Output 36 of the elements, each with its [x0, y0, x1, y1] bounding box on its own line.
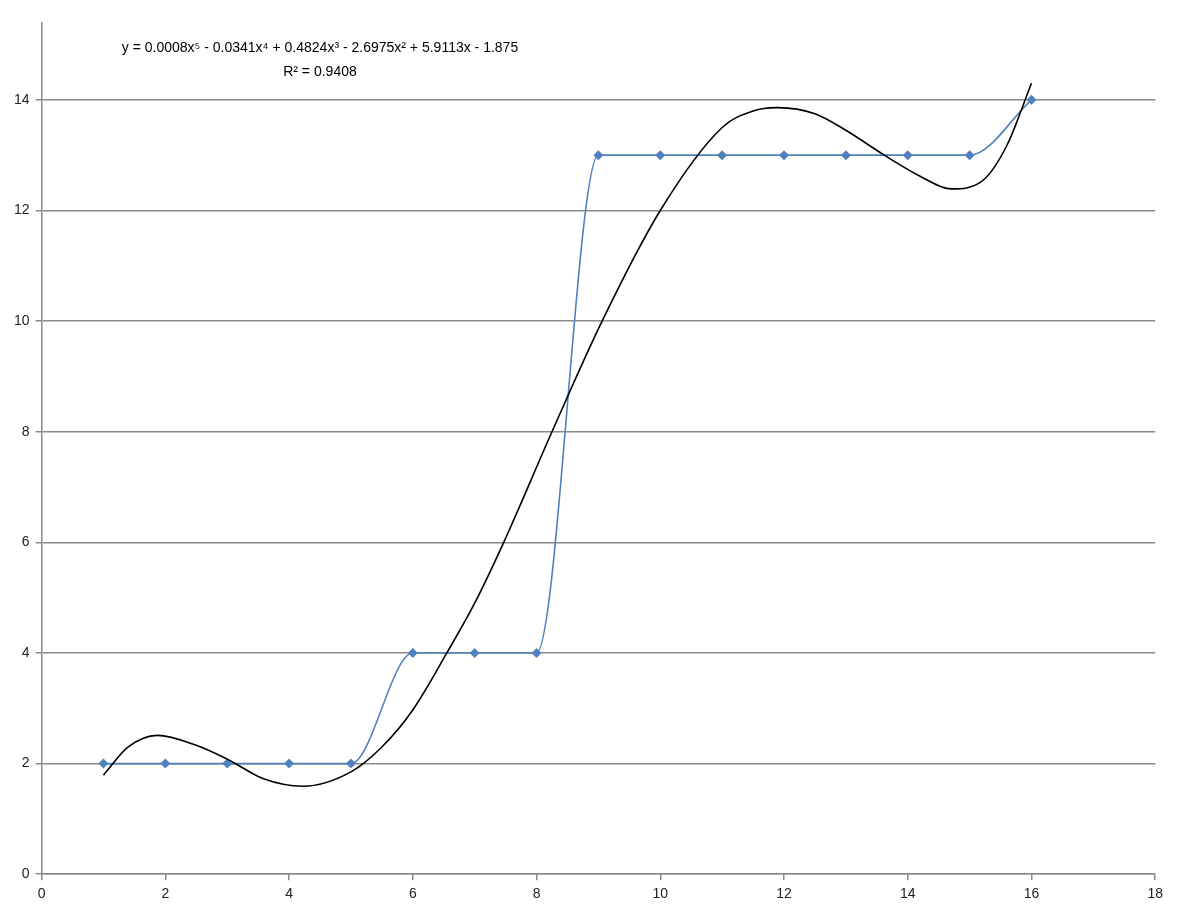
y-tick-label: 8	[21, 422, 30, 439]
annotation: R² = 0.9408	[283, 63, 357, 80]
y-tick-label: 6	[21, 533, 30, 550]
x-tick-label: 12	[776, 885, 792, 902]
x-tick-label: 16	[1023, 885, 1040, 902]
x-tick-label: 18	[1147, 885, 1164, 902]
point	[964, 150, 975, 161]
x-tick-label: 10	[652, 885, 669, 902]
x-tick-label: 8	[532, 885, 541, 902]
point	[407, 647, 418, 658]
point	[655, 150, 666, 161]
x-tick-label: 4	[285, 885, 294, 902]
annotation: y = 0.0008x⁵ - 0.0341x⁴ + 0.4824x³ - 2.6975x² + 5.9113x - 1.875	[121, 39, 519, 56]
point	[345, 758, 356, 769]
point	[284, 758, 295, 769]
x-tick-label: 2	[161, 885, 170, 902]
point	[717, 150, 728, 161]
point	[1026, 94, 1037, 105]
y-tick-label: 4	[21, 643, 30, 660]
point	[902, 150, 913, 161]
x-tick-label: 14	[899, 885, 916, 902]
y-tick-label: 0	[21, 865, 30, 882]
x-tick-label: 6	[408, 885, 417, 902]
point	[593, 150, 604, 161]
y-tick-label: 14	[13, 90, 30, 107]
point	[222, 758, 233, 769]
point	[531, 647, 542, 658]
y-tick-label: 2	[21, 754, 30, 771]
point	[469, 647, 480, 658]
y-tick-label: 10	[13, 311, 30, 328]
point	[840, 150, 851, 161]
point	[779, 150, 789, 161]
point	[98, 758, 109, 769]
point	[160, 758, 171, 769]
x-tick-label: 0	[37, 885, 46, 902]
y-tick-label: 12	[13, 201, 30, 218]
